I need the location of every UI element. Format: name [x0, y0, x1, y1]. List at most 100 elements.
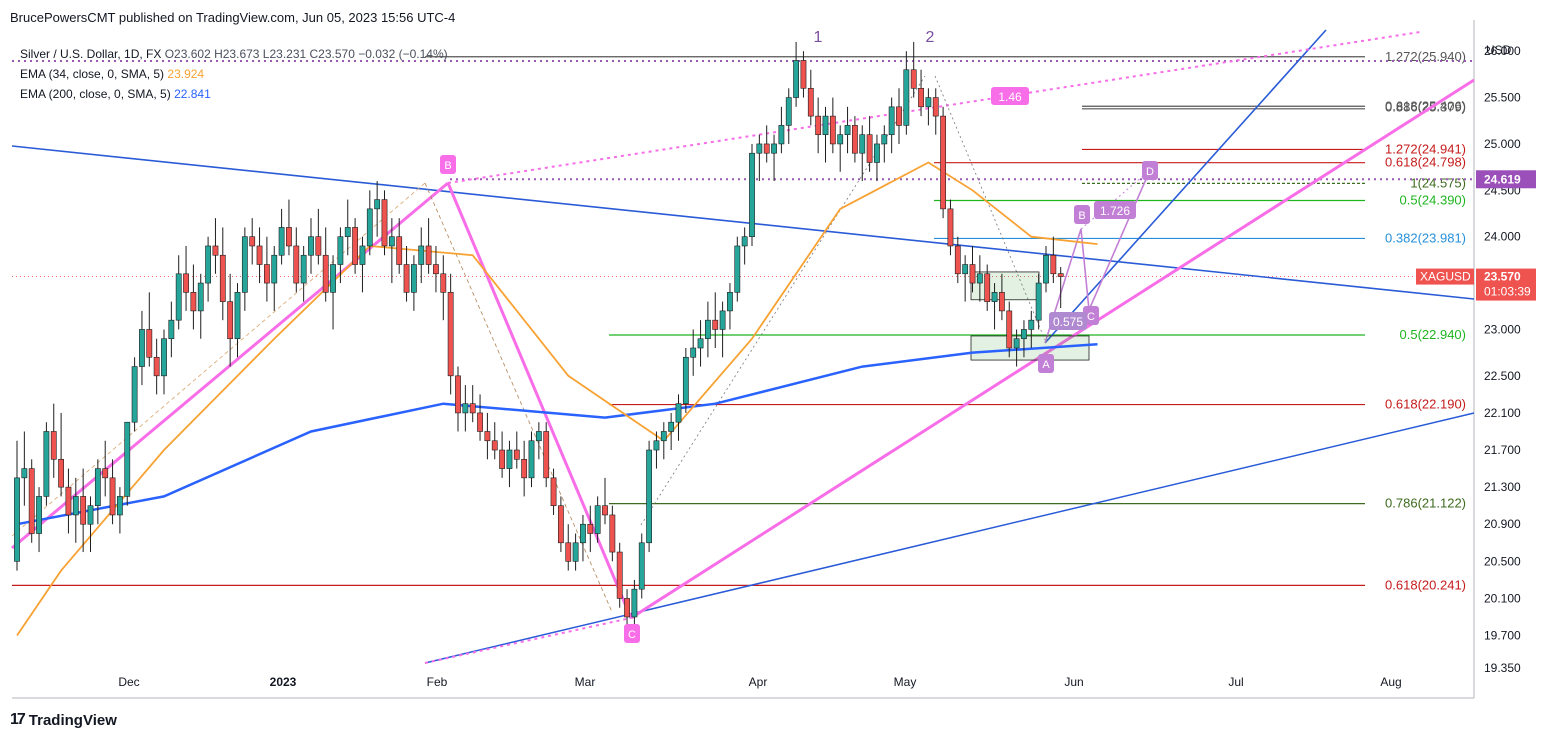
candle-body	[874, 143, 880, 163]
x-tick-label: Dec	[118, 675, 139, 689]
candle-body	[440, 273, 447, 293]
candle-body	[727, 292, 733, 312]
fib-level-label: 0.618(24.798)	[1385, 155, 1466, 170]
y-tick-label: 21.700	[1484, 443, 1521, 457]
x-tick-label: May	[894, 675, 917, 689]
pattern-leg-bc	[446, 182, 633, 619]
x-tick-label: Mar	[575, 675, 596, 689]
candle-body	[947, 208, 954, 247]
candle-body	[844, 125, 851, 135]
ratio-badge	[1094, 201, 1136, 219]
pattern-point-badge	[1038, 354, 1054, 373]
symbol-badge-text: XAGUSD	[1420, 270, 1471, 284]
candle-body	[293, 245, 300, 284]
candle-body	[263, 264, 270, 284]
ratio-badge	[1049, 312, 1087, 330]
candle-body	[925, 97, 932, 108]
candle-body	[976, 273, 983, 284]
symbol-badge	[1416, 268, 1474, 285]
candle-body	[425, 245, 432, 265]
ema200-legend-row[interactable]: EMA (200, close, 0, SMA, 5) 22.841	[20, 84, 448, 104]
candle-body	[36, 496, 42, 534]
marker-price-text: 24.619	[1484, 172, 1521, 186]
chart-legend: Silver / U.S. Dollar, 1D, FX O23.602 H23…	[20, 44, 448, 104]
x-tick-label: Apr	[749, 675, 768, 689]
candle-body	[234, 292, 241, 340]
candle-body	[572, 542, 579, 562]
pattern-support-line	[630, 78, 1475, 620]
candle-body	[1013, 338, 1020, 349]
candle-body	[227, 301, 234, 340]
candle-body	[675, 403, 682, 423]
candle-body	[447, 292, 454, 377]
fib-level-label: 0.618(22.190)	[1385, 397, 1466, 412]
candle-body	[43, 431, 50, 497]
y-tick-label: 22.500	[1484, 369, 1521, 383]
pattern-point-label: B	[1078, 210, 1085, 222]
wave-label: 1	[814, 29, 823, 46]
candle-body	[815, 115, 822, 135]
y-tick-label: 19.700	[1484, 629, 1521, 643]
candle-body	[1035, 282, 1042, 321]
candle-body	[65, 486, 72, 516]
candle-body	[168, 319, 175, 340]
candle-body	[793, 60, 799, 98]
candle-body	[271, 254, 278, 284]
ema34-legend-row[interactable]: EMA (34, close, 0, SMA, 5) 23.924	[20, 64, 448, 84]
pattern-dotted-lower	[424, 617, 632, 664]
currency-label: USD	[1486, 43, 1512, 57]
x-tick-label: 2023	[270, 675, 297, 689]
candle-body	[734, 245, 741, 293]
candle-body	[513, 449, 520, 460]
candle-body	[829, 115, 836, 145]
symbol-legend-row[interactable]: Silver / U.S. Dollar, 1D, FX O23.602 H23…	[20, 44, 448, 64]
candle-body	[653, 440, 660, 451]
y-tick-label: 26.000	[1484, 44, 1521, 58]
candle-body	[638, 542, 645, 590]
pattern-point-badge	[1074, 205, 1090, 224]
candle-body	[932, 97, 939, 117]
candle-body	[58, 459, 64, 488]
candle-body	[940, 115, 946, 210]
consolidation-box	[970, 271, 1040, 301]
candle-body	[756, 143, 763, 154]
candle-body	[594, 505, 601, 534]
fib-level-label: 0.618(25.406)	[1385, 98, 1466, 113]
candle-body	[690, 347, 697, 358]
candle-body	[484, 431, 491, 442]
candle-body	[1006, 310, 1013, 349]
fib-level-label: 0.786(21.122)	[1385, 496, 1466, 511]
trend-line-upper	[11, 145, 1475, 300]
ratio-label: 1.46	[998, 90, 1022, 104]
pattern-point-label: D	[1146, 166, 1154, 178]
candle-body	[124, 421, 131, 497]
candle-body	[337, 236, 344, 265]
marker-price-badge	[1476, 170, 1536, 189]
candle-body	[139, 329, 145, 367]
candle-body	[330, 264, 336, 293]
candle-body	[1021, 329, 1027, 340]
y-tick-label: 20.900	[1484, 517, 1521, 531]
candle-body	[28, 468, 35, 534]
candle-body	[109, 477, 116, 516]
fib-level-label: 0.618(20.241)	[1385, 577, 1466, 592]
candle-body	[557, 505, 564, 544]
y-tick-label: 20.100	[1484, 591, 1521, 605]
candle-body	[396, 236, 403, 265]
candle-body	[565, 542, 572, 562]
candle-body	[800, 60, 807, 89]
candle-body	[249, 236, 256, 247]
candle-body	[910, 69, 917, 89]
candle-body	[602, 505, 608, 516]
candle-body	[682, 356, 689, 404]
tradingview-footer[interactable]: 17 TradingView	[10, 711, 117, 729]
ratio-label: 0.575	[1053, 315, 1083, 329]
candle-body	[763, 143, 770, 154]
pattern-point-label: C	[1087, 311, 1095, 323]
candle-body	[778, 125, 785, 145]
pattern-point-badge	[624, 624, 640, 643]
fib-level-label: 0.382(23.981)	[1385, 230, 1466, 245]
candle-body	[388, 236, 395, 247]
y-tick-label: 24.000	[1484, 230, 1521, 244]
